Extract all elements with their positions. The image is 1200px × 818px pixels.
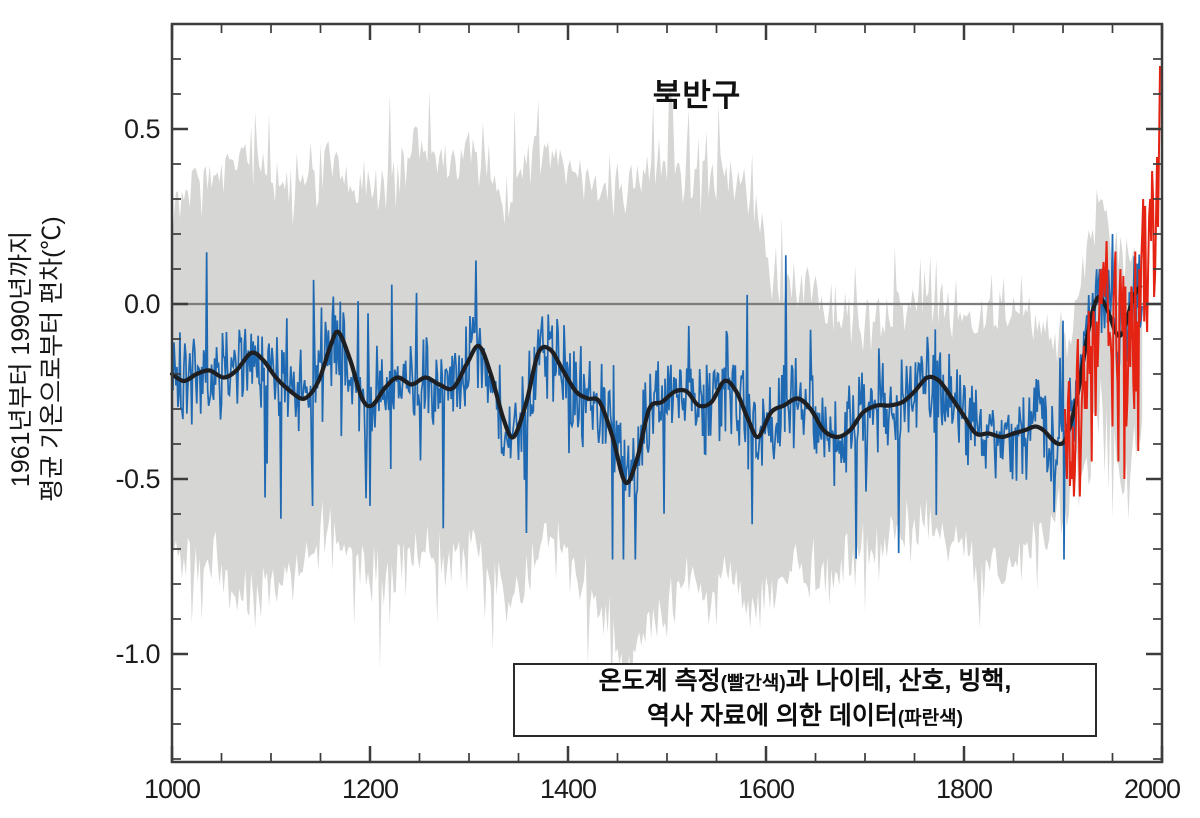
x-tick-label-1600: 1600 [737, 774, 795, 804]
y-tick-label--1.0: -1.0 [115, 639, 160, 669]
y-axis-label-line2: 평균 기온으로부터 편차(℃) [38, 216, 66, 502]
legend-line1-rest: 과 나이테, 산호, 빙핵, [785, 667, 1012, 695]
y-tick-label-0.5: 0.5 [123, 114, 161, 144]
legend-line1-paren: (빨간색) [720, 673, 786, 694]
legend-box: 온도계 측정(빨간색)과 나이테, 산호, 빙핵, 역사 자료에 의한 데이터(… [513, 663, 1097, 737]
x-tick-label-2000: 2000 [1123, 774, 1181, 804]
x-tick-label-1000: 1000 [143, 774, 201, 804]
legend-line-1: 온도계 측정(빨간색)과 나이테, 산호, 빙핵, [599, 665, 1012, 700]
legend-line2-main: 역사 자료에 의한 데이터 [647, 702, 898, 730]
x-tick-label-1200: 1200 [341, 774, 399, 804]
legend-line1-main: 온도계 측정 [598, 667, 721, 695]
legend-line2-paren: (파란색) [897, 708, 963, 729]
y-tick-label--0.5: -0.5 [115, 464, 160, 494]
x-tick-label-1400: 1400 [539, 774, 597, 804]
legend-line-2: 역사 자료에 의한 데이터(파란색) [647, 700, 963, 735]
x-tick-label-1800: 1800 [935, 774, 993, 804]
y-axis-label-line1: 1961년부터 1990년까지 [7, 230, 35, 488]
chart-title: 북반구 [652, 78, 742, 113]
y-axis-label: 1961년부터 1990년까지 평균 기온으로부터 편차(℃) [6, 189, 70, 529]
y-tick-label-0.0: 0.0 [123, 289, 161, 319]
